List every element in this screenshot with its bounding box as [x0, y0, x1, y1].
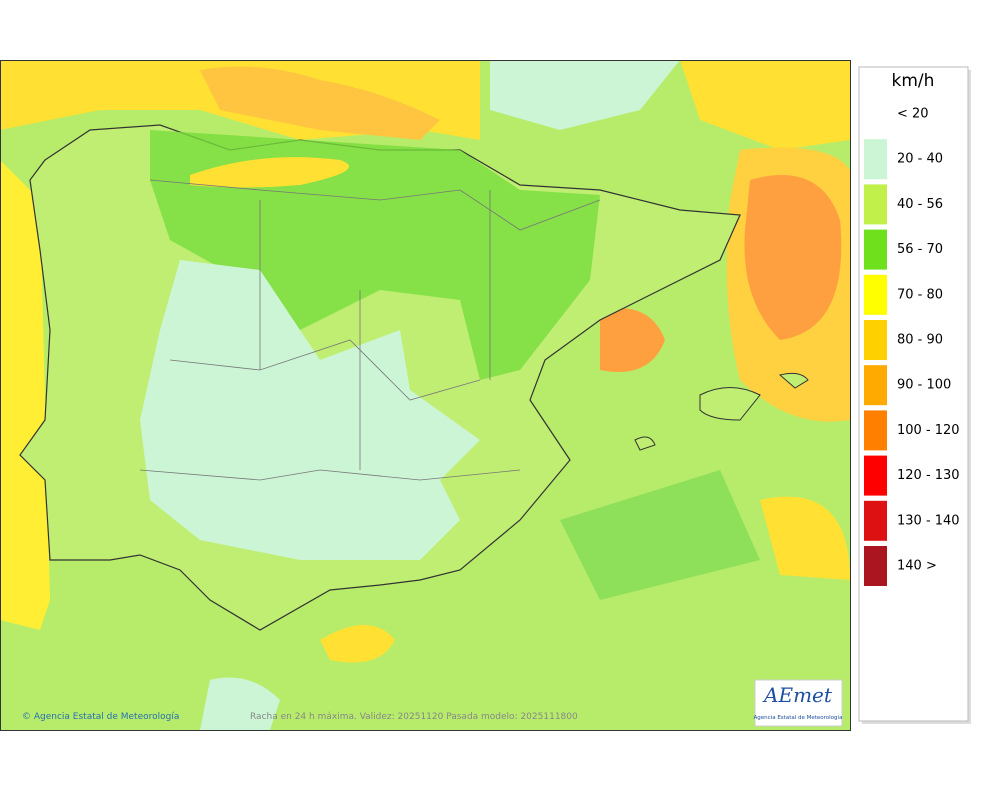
caption: Racha en 24 h máxima. Validez: 20251120 …	[250, 712, 578, 722]
wind-area	[600, 308, 665, 372]
island	[699, 387, 761, 421]
legend-label: < 20	[897, 107, 929, 122]
wind-area	[744, 175, 842, 340]
legend-swatch	[864, 455, 887, 496]
wind-area	[150, 130, 600, 380]
logo-box	[754, 679, 843, 727]
legend-label: 40 - 56	[897, 197, 943, 212]
wind-area	[320, 625, 395, 663]
legend-label: 70 - 80	[897, 287, 943, 302]
wind-area	[190, 157, 349, 188]
map	[1, 60, 850, 730]
legend-label: 56 - 70	[897, 242, 943, 257]
wind-area	[1, 161, 50, 630]
legend-swatch	[864, 229, 887, 270]
wind-area	[760, 496, 850, 580]
legend-swatch	[864, 320, 887, 360]
legend-swatch	[864, 184, 887, 225]
legend-label: 100 - 120	[897, 423, 960, 438]
legend-label: 80 - 90	[897, 333, 943, 348]
legend-swatch	[864, 500, 887, 541]
legend-swatch	[864, 546, 887, 586]
legend-items: < 20 20 - 40 40 - 56 56 - 70 70 - 80 80 - 90 9…	[864, 107, 960, 586]
wind-area	[140, 260, 480, 560]
wind-area	[200, 66, 440, 140]
wind-area	[680, 60, 850, 150]
legend-label: 20 - 40	[897, 152, 943, 167]
island	[778, 372, 809, 389]
legend-label: 120 - 130	[897, 468, 960, 483]
wind-area	[560, 470, 760, 600]
logo: AEmet	[762, 683, 833, 707]
region-borders	[139, 179, 601, 481]
logo-subtitle: Agencia Estatal de Meteorología	[754, 714, 843, 721]
wind-area	[490, 60, 680, 130]
legend-swatch	[864, 365, 887, 406]
legend-label: 90 - 100	[897, 378, 951, 393]
legend-title: km/h	[892, 71, 935, 91]
legend-swatch	[864, 274, 887, 315]
wind-area	[200, 677, 280, 730]
copyright: © Agencia Estatal de Meteorología	[22, 712, 179, 722]
legend-swatch	[864, 139, 887, 180]
legend-swatch	[864, 410, 887, 451]
legend-label: 140 >	[897, 559, 937, 574]
legend-label: 130 - 140	[897, 513, 960, 528]
island	[634, 436, 656, 451]
map-frame	[0, 60, 851, 731]
